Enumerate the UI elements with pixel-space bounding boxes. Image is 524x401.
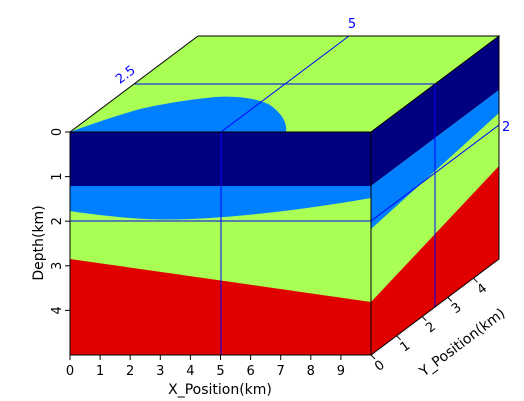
depth-tick-label: 4 (50, 306, 65, 314)
x-tick-label: 2 (126, 364, 134, 379)
y-tick-mark (370, 354, 376, 360)
y-tick-mark (421, 316, 427, 321)
depth-axis-title: Depth(km) (31, 205, 47, 280)
x-tick-label: 9 (337, 364, 345, 379)
x-tick-label: 6 (246, 364, 254, 379)
y-tick-label: 2 (423, 319, 439, 336)
y-tick-label: 0 (372, 358, 388, 375)
x-tick-label: 5 (216, 364, 224, 379)
depth-tick-label: 0 (50, 128, 65, 136)
y-tick-mark (396, 335, 401, 341)
x-tick-label: 4 (186, 364, 194, 379)
z-slice-annotation: 2 (502, 120, 510, 135)
x-tick-label: 7 (277, 364, 285, 379)
x-tick-label: 1 (96, 364, 104, 379)
depth-tick-label: 3 (50, 262, 65, 270)
y-tick-mark (447, 297, 453, 302)
x-tick-label: 0 (66, 364, 74, 379)
y-tick-label: 3 (449, 300, 465, 317)
x-slice-annotation: 5 (348, 17, 356, 32)
depth-axis-ticks: 0 1 2 3 4 (50, 128, 70, 315)
y-tick-mark (473, 277, 478, 283)
depth-tick-label: 2 (50, 217, 65, 225)
x-tick-label: 3 (156, 364, 164, 379)
x-axis-title: X_Position(km) (168, 382, 272, 398)
outline-side-right (370, 36, 500, 356)
depth-tick-label: 1 (50, 172, 65, 180)
y-tick-label: 4 (474, 281, 490, 298)
y-tick-label: 1 (398, 339, 414, 356)
x-tick-label: 8 (307, 364, 315, 379)
x-axis-ticks: 0 1 2 3 4 5 6 7 8 9 (66, 355, 345, 379)
y-axis-title: Y_Position(km) (416, 306, 508, 381)
